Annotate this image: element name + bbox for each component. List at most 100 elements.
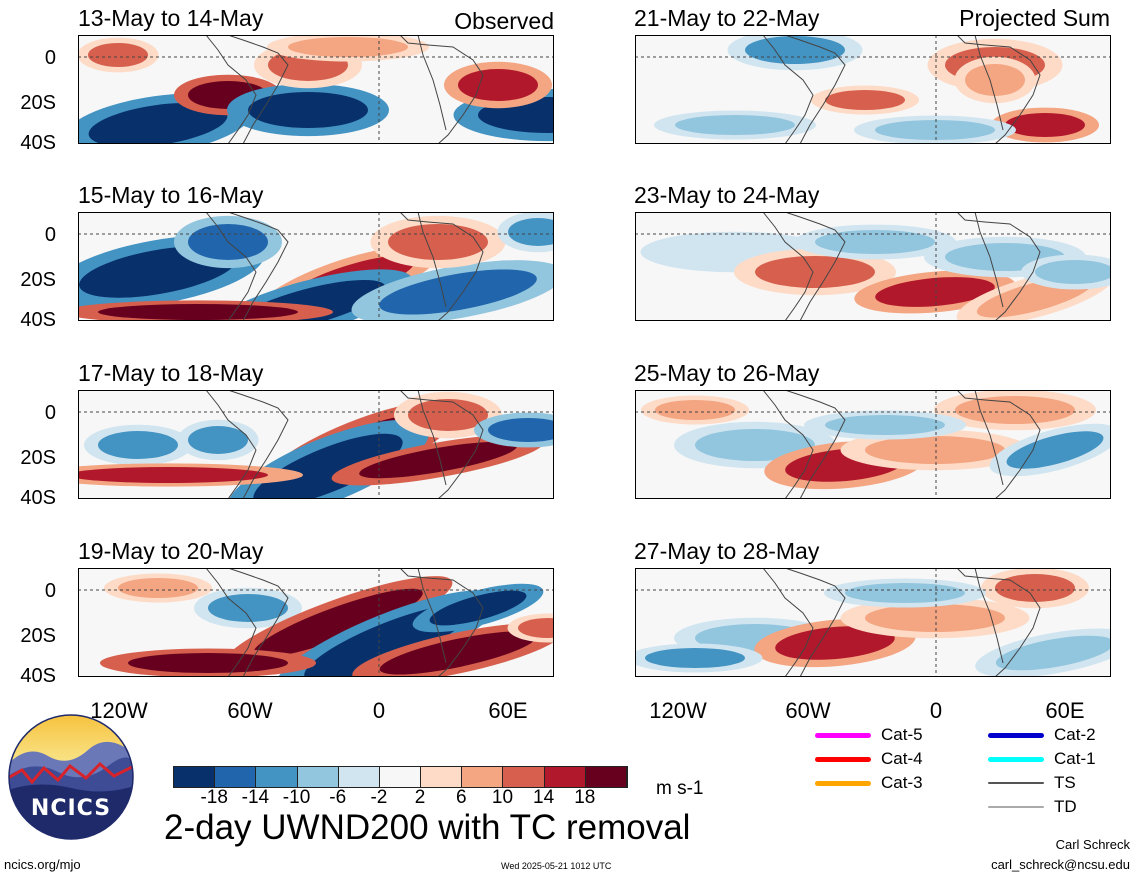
anomaly-contour [98,431,178,459]
anomaly-contour [1035,260,1111,284]
panel-title: 25-May to 26-May [634,360,820,386]
lat-label: 0 [44,402,56,424]
legend-line-icon [988,732,1044,738]
lat-label: 0 [44,47,56,69]
panel-tag-observed: Observed [454,8,554,34]
footer-timestamp: Wed 2025-05-21 1012 UTC [501,861,612,871]
lat-label: 0 [44,224,56,246]
anomaly-contour [188,426,248,454]
colorbar-tick-label: -10 [282,787,311,808]
anomaly-contour [128,653,288,673]
map-panel [78,212,554,321]
anomaly-contour [388,224,488,260]
lon-label: 120W [90,698,148,723]
anomaly-contour [865,604,1005,632]
anomaly-contour [865,436,1005,464]
map-panel [78,568,554,677]
ncics-logo: NCICS [8,714,134,840]
footer-site-link[interactable]: ncics.org/mjo [4,857,81,872]
anomaly-contour [775,626,895,660]
panel-tag-projected: Projected Sum [959,5,1110,31]
colorbar-swatch [585,767,627,787]
coastline [205,212,484,321]
anomaly-contour [995,635,1111,671]
anomaly-contour [875,120,995,140]
anomaly-contour [845,583,965,603]
colorbar-tick-label: 14 [533,787,555,808]
anomaly-contour [815,230,935,254]
anomaly-contour [695,429,815,461]
legend-label: TS [1054,773,1076,792]
anomaly-contour [458,69,538,101]
anomaly-contour [379,631,537,675]
colorbar-swatch [379,767,422,787]
coastline [205,390,484,499]
anomaly-contour [208,594,288,622]
legend-item: Cat-4 [815,749,923,769]
legend-line-icon [988,782,1044,784]
anomaly-contour [78,467,268,483]
anomaly-contour [518,618,554,638]
panel-title: 15-May to 16-May [78,182,264,208]
coastline [205,568,484,677]
colorbar-tick-label: -2 [370,787,388,808]
anomaly-contour [253,588,423,658]
footer-author: Carl Schreck [1055,837,1130,852]
legend-label: TD [1054,797,1077,816]
logo-text: NCICS [30,796,112,821]
colorbar-tick-label: -6 [329,787,347,808]
coastline [762,568,1041,677]
map-panel [635,568,1111,677]
colorbar-tick-label: 6 [455,787,467,808]
anomaly-contour [118,578,198,598]
coastline [762,390,1041,499]
legend-item: Cat-5 [815,725,923,745]
map-panel [635,212,1111,321]
anomaly-contour [1005,113,1085,137]
footer-email[interactable]: carl_schreck@ncsu.edu [991,857,1130,872]
lat-label: 40S [20,132,56,154]
anomaly-contour [508,218,554,246]
lat-label: 40S [20,309,56,331]
colorbar-tick-label: 2 [414,787,426,808]
colorbar-units: m s-1 [656,778,704,799]
lat-label: 20S [20,92,56,114]
anomaly-contour [248,92,368,128]
colorbar-swatch [462,767,504,787]
lon-label: 60W [785,698,831,723]
lon-label: 60E [1045,698,1085,723]
anomaly-contour [875,277,995,307]
anomaly-contour [825,90,905,110]
lat-label: 0 [44,580,56,602]
colorbar-swatch [174,767,216,787]
main-title: 2-day UWND200 with TC removal [164,808,691,847]
anomaly-contour [955,396,1075,424]
legend-label: Cat-1 [1054,749,1096,768]
anomaly-contour [655,400,735,420]
anomaly-contour [359,441,517,479]
lon-label: 0 [372,698,386,723]
panel-title: 13-May to 14-May [78,5,264,31]
colorbar-swatch [297,767,339,787]
anomaly-contour [675,115,795,135]
anomaly-contour [429,590,527,626]
legend-line-icon [988,756,1044,762]
lon-label: 60E [488,698,528,723]
legend-line-icon [815,780,871,786]
legend-item: TD [988,797,1077,817]
map-panel [78,35,554,144]
anomaly-contour [98,304,298,320]
anomaly-contour [995,574,1075,602]
colorbar-swatch [256,767,298,787]
legend-label: Cat-3 [881,773,923,792]
anomaly-contour [288,37,408,57]
lat-label: 20S [20,447,56,469]
legend-item: Cat-2 [988,725,1096,745]
panel-title: 17-May to 18-May [78,360,264,386]
coastline [762,212,1041,321]
lat-label: 40S [20,487,56,509]
colorbar-swatch [503,767,545,787]
anomaly-contour [755,256,875,288]
colorbar-swatch [215,767,257,787]
lat-label: 20S [20,269,56,291]
